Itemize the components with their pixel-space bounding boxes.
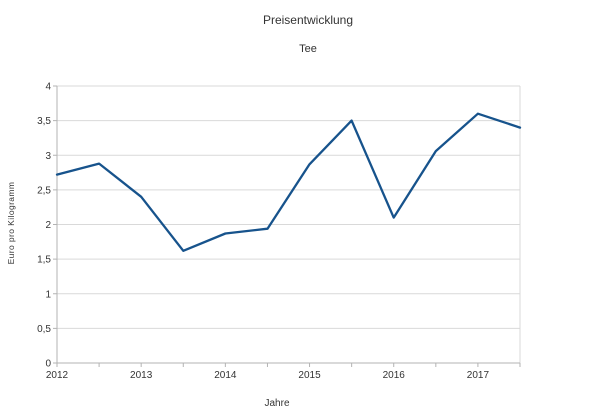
chart-subtitle: Tee — [299, 43, 317, 55]
x-tick-label: 2013 — [130, 370, 153, 381]
x-tick-label: 2016 — [383, 370, 406, 381]
y-tick-label: 2 — [45, 220, 51, 231]
x-tick-label: 2015 — [298, 370, 321, 381]
y-tick-label: 1 — [45, 289, 51, 300]
y-tick-label: 3 — [45, 151, 51, 162]
series-line-tee — [55, 112, 522, 252]
x-axis-title: Jahre — [264, 398, 289, 409]
y-tick-label: 3,5 — [37, 116, 51, 127]
y-tick-label: 1,5 — [37, 255, 51, 266]
y-tick-label: 0 — [45, 359, 51, 370]
chart-title: Preisentwicklung — [263, 13, 353, 27]
y-tick-label: 0,5 — [37, 324, 51, 335]
x-tick-label: 2014 — [214, 370, 237, 381]
y-axis-title: Euro pro Kilogramm — [6, 182, 16, 265]
plot-area: 0 0,5 1 1,5 2 2,5 3 3,5 4 2012 2013 2014 2015 2016 201… — [37, 82, 522, 381]
x-tick-label: 2012 — [46, 370, 69, 381]
y-tick-label: 2,5 — [37, 185, 51, 196]
y-tick-label: 4 — [45, 82, 51, 93]
x-tick-label: 2017 — [467, 370, 490, 381]
